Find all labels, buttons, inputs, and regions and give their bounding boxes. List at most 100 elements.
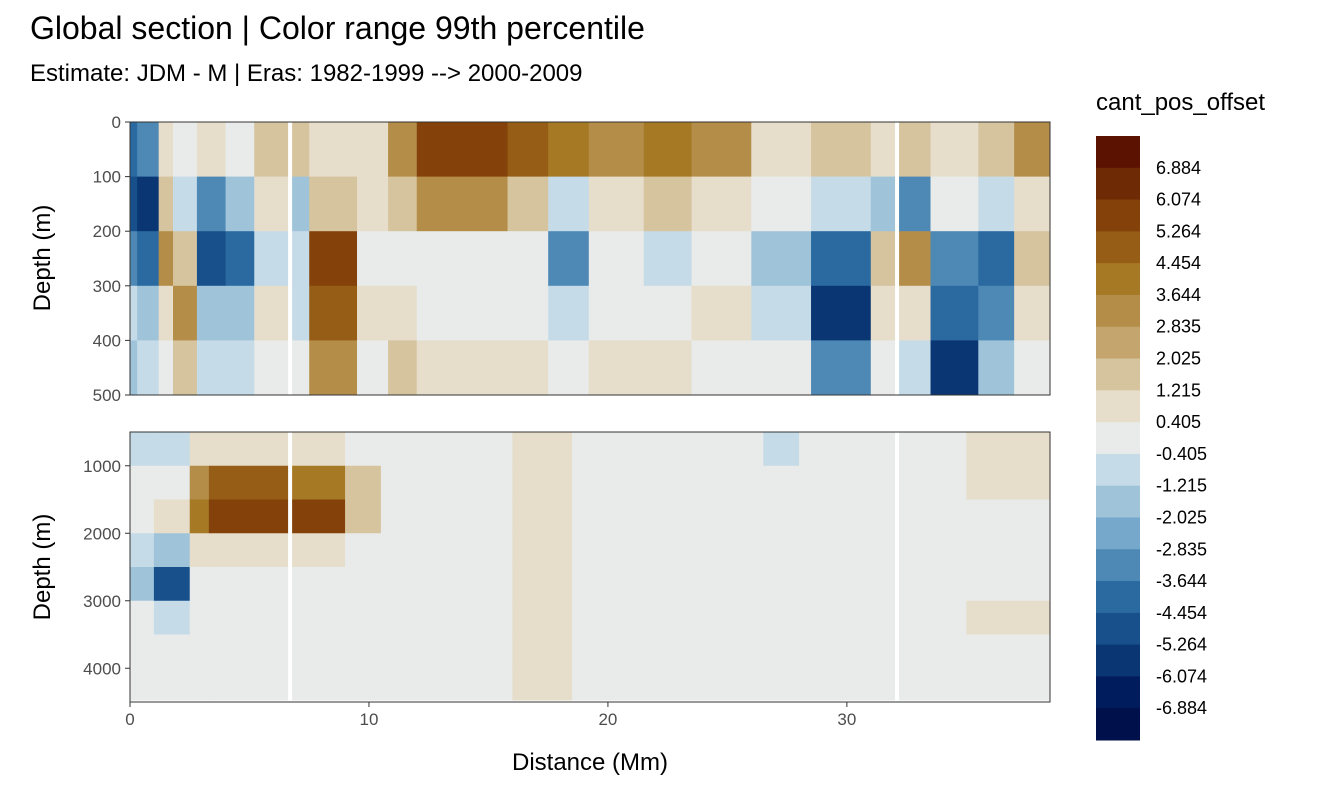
heatmap-cell	[691, 285, 752, 341]
heatmap-cell	[380, 465, 513, 500]
heatmap-cell	[254, 176, 291, 232]
heatmap-cell	[691, 231, 752, 287]
legend-swatch	[1096, 708, 1140, 741]
legend-swatch	[1096, 390, 1140, 423]
heatmap-cell	[189, 499, 210, 534]
heatmap-cell	[691, 176, 752, 232]
heatmap-cell	[643, 231, 693, 287]
heatmap-cell	[137, 231, 160, 287]
heatmap-cell	[512, 533, 573, 568]
y-axis-title-lower: Depth (m)	[29, 514, 56, 621]
chart-subtitle: Estimate: JDM - M | Eras: 1982-1999 --> …	[30, 60, 583, 87]
heatmap-cell	[357, 176, 389, 232]
heatmap-cell	[130, 176, 138, 232]
heatmap-cell	[799, 533, 898, 568]
heatmap-cell	[897, 285, 932, 341]
heatmap-cell	[1014, 122, 1051, 178]
heatmap-cell	[751, 122, 812, 178]
chart-title: Global section | Color range 99th percen…	[30, 10, 645, 46]
heatmap-cell	[380, 567, 513, 602]
heatmap-cell	[966, 634, 1051, 669]
heatmap-cell	[345, 567, 382, 602]
heatmap-cell	[512, 567, 573, 602]
heatmap-cell	[691, 122, 752, 178]
heatmap-cell	[173, 340, 198, 396]
heatmap-cell	[870, 231, 898, 287]
heatmap-cell	[978, 285, 1015, 341]
heatmap-cell	[588, 285, 645, 341]
legend-swatch	[1096, 231, 1140, 264]
heatmap-cell	[388, 231, 418, 287]
heatmap-cell	[966, 600, 1051, 635]
heatmap-cell	[548, 340, 590, 396]
legend-label: 4.454	[1156, 253, 1201, 273]
heatmap-cell	[254, 285, 291, 341]
heatmap-cell	[572, 600, 764, 635]
heatmap-cell	[930, 231, 979, 287]
heatmap-cell	[897, 634, 967, 669]
heatmap-cell	[130, 465, 155, 500]
heatmap-cell	[137, 176, 160, 232]
heatmap-cell	[416, 285, 509, 341]
heatmap-cell	[130, 432, 155, 467]
heatmap-cell	[345, 533, 382, 568]
heatmap-cell	[1014, 231, 1051, 287]
heatmap-cell	[1014, 285, 1051, 341]
heatmap-cell	[189, 634, 210, 669]
heatmap-cell	[130, 499, 155, 534]
heatmap-cell	[196, 176, 227, 232]
legend-label: 3.644	[1156, 285, 1201, 305]
heatmap-cell	[572, 432, 764, 467]
heatmap-cell	[309, 231, 358, 287]
legend-label: -2.025	[1156, 507, 1207, 527]
heatmap-cell	[173, 176, 198, 232]
heatmap-cell	[158, 176, 174, 232]
heatmap-cell	[137, 285, 160, 341]
legend-label: 2.025	[1156, 349, 1201, 369]
heatmap-cell	[158, 340, 174, 396]
heatmap-cell	[897, 465, 967, 500]
heatmap-cell	[897, 432, 967, 467]
data-gap	[288, 122, 293, 395]
heatmap-cell	[799, 600, 898, 635]
heatmap-cell	[966, 567, 1051, 602]
heatmap-cell	[153, 465, 191, 500]
heatmap-cell	[208, 499, 291, 534]
heatmap-cell	[507, 285, 549, 341]
heatmap-cell	[345, 668, 382, 701]
heatmap-cell	[799, 567, 898, 602]
heatmap-cell	[763, 668, 800, 701]
heatmap-cell	[870, 176, 898, 232]
heatmap-cell	[380, 634, 513, 669]
heatmap-cell	[811, 285, 872, 341]
heatmap-cell	[380, 432, 513, 467]
legend-label: 6.074	[1156, 190, 1201, 210]
heatmap-cell	[588, 340, 645, 396]
heatmap-cell	[254, 340, 291, 396]
heatmap-cell	[158, 231, 174, 287]
heatmap-cell	[763, 600, 800, 635]
heatmap-cell	[572, 533, 764, 568]
heatmap-cell	[870, 285, 898, 341]
legend-label: -1.215	[1156, 476, 1207, 496]
heatmap-cell	[799, 465, 898, 500]
legend: cant_pos_offset 6.884 6.074 5.264 4.454 3.64…	[1096, 89, 1265, 741]
heatmap-cell	[751, 176, 812, 232]
heatmap-cell	[225, 176, 255, 232]
heatmap-cell	[225, 122, 255, 178]
heatmap-cell	[208, 668, 291, 701]
heatmap-cell	[811, 340, 872, 396]
heatmap-cell	[254, 122, 291, 178]
heatmap-cell	[751, 285, 812, 341]
heatmap-cell	[208, 432, 291, 467]
heatmap-cell	[572, 634, 764, 669]
legend-label: -0.405	[1156, 444, 1207, 464]
heatmap-cell	[763, 634, 800, 669]
heatmap-cell	[357, 285, 389, 341]
heatmap-cell	[811, 231, 872, 287]
heatmap-cell	[572, 567, 764, 602]
heatmap-cell	[799, 634, 898, 669]
heatmap-cell	[254, 231, 291, 287]
heatmap-cell	[290, 600, 346, 635]
